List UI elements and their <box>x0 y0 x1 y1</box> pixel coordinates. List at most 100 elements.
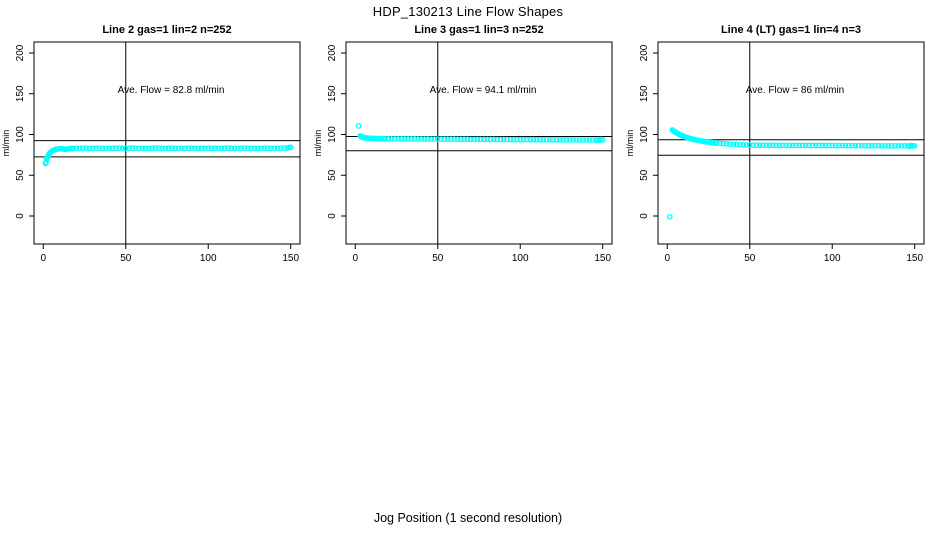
data-point <box>235 145 241 152</box>
plot-frame <box>33 41 301 245</box>
y-tick-label: 150 <box>15 85 26 102</box>
data-point <box>822 142 829 149</box>
data-point <box>500 136 507 143</box>
data-point <box>802 142 809 149</box>
data-point <box>533 136 540 143</box>
y-tick-label: 200 <box>15 44 26 61</box>
data-point <box>103 145 109 152</box>
data-point <box>221 145 228 152</box>
x-tick-label: 0 <box>41 253 47 264</box>
data-point <box>763 142 770 149</box>
data-point <box>438 136 444 142</box>
y-tick-label: 0 <box>15 213 26 219</box>
ave-flow-label: Ave. Flow = 82.8 ml/min <box>118 85 225 96</box>
data-point <box>520 136 527 143</box>
data-point <box>773 142 780 149</box>
data-point <box>388 135 395 142</box>
y-tick-label: 100 <box>327 126 338 143</box>
data-point <box>277 145 284 151</box>
ave-flow-label: Ave. Flow = 94.1 ml/min <box>430 85 537 96</box>
data-point <box>99 145 106 152</box>
data-point <box>113 145 119 152</box>
data-point <box>405 136 411 142</box>
data-point <box>261 145 268 151</box>
data-point <box>421 136 428 142</box>
data-point <box>244 145 251 152</box>
data-point <box>563 137 570 143</box>
data-point <box>106 145 113 152</box>
y-tick-label: 100 <box>15 126 26 143</box>
data-point <box>776 142 783 149</box>
data-point <box>713 140 720 146</box>
data-point <box>868 142 875 149</box>
data-point <box>756 142 763 149</box>
x-tick-label: 50 <box>120 253 132 264</box>
x-tick-label: 50 <box>744 253 756 264</box>
data-point <box>418 136 425 142</box>
data-point <box>162 145 169 152</box>
data-point <box>225 145 231 151</box>
data-point <box>169 145 175 151</box>
y-tick-label: 150 <box>639 85 650 102</box>
data-point <box>720 140 727 147</box>
x-tick-label: 150 <box>594 253 611 264</box>
data-point <box>750 142 756 149</box>
data-point <box>527 136 533 143</box>
y-axis-label: ml/min <box>625 130 635 157</box>
data-point <box>146 145 152 152</box>
data-point <box>842 142 849 149</box>
data-point <box>911 142 918 149</box>
data-point <box>530 136 537 143</box>
data-point <box>494 136 500 143</box>
data-point <box>543 136 550 143</box>
x-tick-label: 150 <box>906 253 923 264</box>
data-point <box>855 142 862 149</box>
x-tick-label: 100 <box>512 253 529 264</box>
data-point <box>248 145 254 152</box>
data-point <box>845 142 852 149</box>
data-point <box>129 145 136 152</box>
data-point <box>507 136 514 143</box>
reference-lines <box>34 42 300 244</box>
data-point <box>254 145 261 152</box>
data-point <box>165 145 172 152</box>
data-point <box>471 136 477 143</box>
data-point <box>411 136 418 142</box>
y-tick-label: 50 <box>327 169 338 181</box>
data-point <box>895 143 902 149</box>
y-tick-label: 100 <box>639 126 650 143</box>
data-point <box>733 141 740 148</box>
data-point <box>770 142 776 149</box>
data-point <box>274 145 281 152</box>
data-point <box>786 142 793 149</box>
data-point <box>185 145 192 152</box>
data-point <box>231 145 238 152</box>
data-point <box>852 142 859 149</box>
ave-flow-label: Ave. Flow = 86 ml/min <box>746 85 844 96</box>
data-point <box>211 145 218 152</box>
data-point <box>434 136 441 142</box>
data-point <box>540 136 547 143</box>
data-point <box>467 136 474 143</box>
data-point <box>218 145 225 152</box>
data-point <box>779 142 786 149</box>
data-point <box>599 137 606 143</box>
data-point <box>142 145 149 152</box>
data-point <box>753 142 760 149</box>
data-point <box>448 136 454 142</box>
y-tick-label: 0 <box>327 213 338 219</box>
data-point <box>415 136 421 142</box>
data-point <box>139 145 146 152</box>
panel-line-4: Line 4 (LT) gas=1 lin=4 n=3 0 50 100 150 0 5… <box>625 24 925 264</box>
data-point <box>175 145 182 152</box>
data-point <box>760 142 766 149</box>
x-axis-label: Jog Position (1 second resolution) <box>373 511 563 525</box>
data-point <box>806 142 812 149</box>
y-axis-label: ml/min <box>1 130 11 157</box>
data-point <box>547 136 553 143</box>
x-tick-label: 0 <box>665 253 671 264</box>
data-point <box>444 136 451 142</box>
data-point <box>178 145 185 152</box>
data-point <box>159 145 165 152</box>
data-point <box>796 142 803 149</box>
